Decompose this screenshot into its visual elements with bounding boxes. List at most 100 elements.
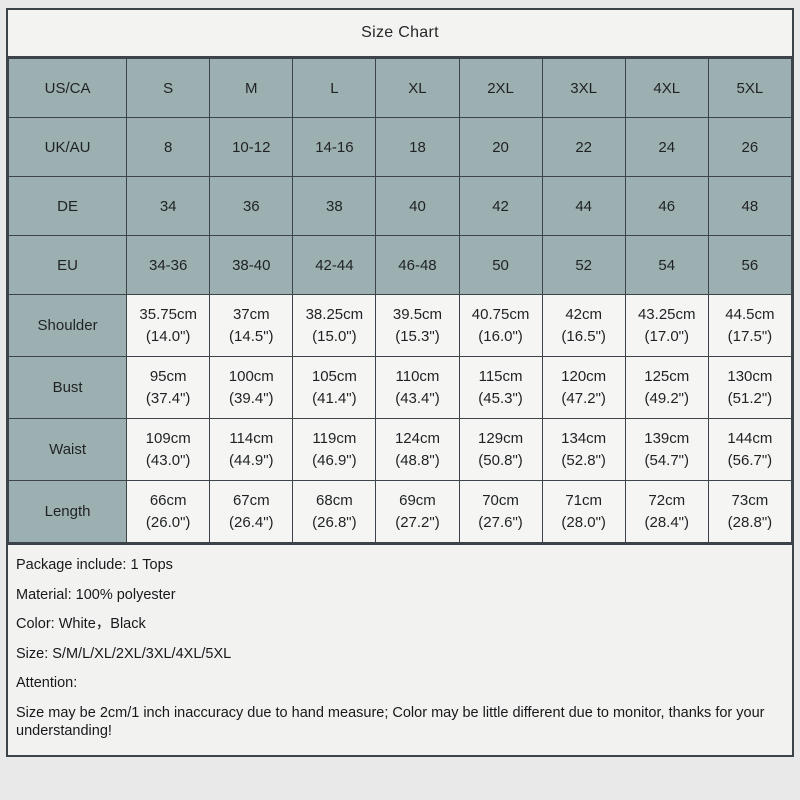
measurement-cm: 40.75cm (471, 306, 530, 324)
measurement-cm: 144cm (727, 430, 773, 448)
table-row: Bust 95cm (37.4") 100cm (39.4") 105cm (41.4") 1… (7, 356, 793, 419)
size-cell: 3XL (541, 58, 626, 118)
measurement-inch: (54.7") (644, 451, 689, 469)
size-cell: 44 (541, 176, 626, 236)
attention-text: Size may be 2cm/1 inch inaccuracy due to… (16, 704, 765, 740)
measurement-cell: 130cm (51.2") (707, 356, 793, 419)
size-cell: 52 (541, 235, 626, 295)
measurement-cell: 43.25cm (17.0") (624, 294, 709, 357)
color-line: Color: White，Black (16, 616, 146, 633)
measurement-inch: (28.0") (561, 513, 606, 531)
row-label: Length (7, 480, 128, 543)
measurement-cell: 109cm (43.0") (126, 418, 211, 481)
size-cell: 34-36 (126, 235, 211, 295)
measurement-inch: (56.7") (727, 451, 773, 469)
measurement-cell: 110cm (43.4") (375, 356, 460, 419)
measurement-cm: 124cm (394, 430, 440, 448)
measurement-cell: 73cm (28.8") (707, 480, 793, 543)
row-label: DE (7, 176, 128, 236)
measurement-inch: (51.2") (727, 389, 773, 407)
measurement-inch: (26.4") (229, 513, 274, 531)
measurement-cm: 72cm (648, 492, 686, 510)
size-chart-sheet: celmia Size Chart US/CASMLXL2XL3XL4XL5XL… (6, 8, 794, 757)
size-cell: 48 (707, 176, 793, 236)
size-cell: 46 (624, 176, 709, 236)
measurement-inch: (15.0") (312, 327, 357, 345)
measurement-inch: (26.0") (145, 513, 191, 531)
measurement-cm: 73cm (731, 492, 769, 510)
measurement-cm: 109cm (145, 430, 191, 448)
measurement-cm: 120cm (561, 368, 607, 386)
measurement-cm: 69cm (399, 492, 436, 510)
size-cell: 42 (458, 176, 543, 236)
measurement-cm: 134cm (561, 430, 607, 448)
measurement-cm: 43.25cm (637, 306, 696, 324)
row-label: EU (7, 235, 128, 295)
measurement-cell: 105cm (41.4") (292, 356, 377, 419)
table-row: Shoulder 35.75cm (14.0") 37cm (14.5") 38.25cm… (7, 294, 793, 357)
measurement-inch: (44.9") (229, 451, 274, 469)
size-cell: 8 (126, 117, 211, 177)
measurement-cm: 105cm (311, 368, 357, 386)
measurement-inch: (15.3") (395, 327, 440, 345)
table-row: US/CA S M L XL 2XL 3XL 4XL 5XL (7, 58, 793, 118)
measurement-inch: (27.2") (395, 513, 440, 531)
measurement-cm: 68cm (316, 492, 353, 510)
measurement-inch: (27.6") (478, 513, 523, 531)
size-cell: 36 (209, 176, 294, 236)
measurement-cell: 40.75cm (16.0") (458, 294, 543, 357)
row-label: Shoulder (7, 294, 128, 357)
size-cell: 14-16 (292, 117, 377, 177)
measurement-cm: 95cm (149, 368, 187, 386)
measurement-inch: (46.9") (312, 451, 357, 469)
measurement-cm: 44.5cm (725, 306, 775, 324)
size-cell: M (209, 58, 294, 118)
size-cell: L (292, 58, 377, 118)
size-cell: 54 (624, 235, 709, 295)
table-row: Waist 109cm (43.0") 114cm (44.9") 119cm (46.9"… (7, 418, 793, 481)
measurement-cell: 129cm (50.8") (458, 418, 543, 481)
row-label: Bust (7, 356, 128, 419)
measurement-inch: (43.4") (395, 389, 440, 407)
measurement-inch: (17.5") (727, 327, 773, 345)
size-cell: XL (375, 58, 460, 118)
size-cell: 38-40 (209, 235, 294, 295)
measurement-inch: (28.4") (644, 513, 689, 531)
measurement-cell: 66cm (26.0") (126, 480, 211, 543)
page-title: Size Chart (8, 10, 792, 58)
measurement-cell: 44.5cm (17.5") (707, 294, 793, 357)
measurement-cell: 119cm (46.9") (292, 418, 377, 481)
measurement-cm: 39.5cm (392, 306, 443, 324)
row-label: UK/AU (7, 117, 128, 177)
page-title-text: Size Chart (361, 24, 439, 41)
measurement-cm: 100cm (228, 368, 274, 386)
size-cell: 40 (375, 176, 460, 236)
measurement-cm: 37cm (232, 306, 270, 324)
size-cell: 4XL (624, 58, 709, 118)
measurement-inch: (48.8") (395, 451, 440, 469)
measurement-cm: 129cm (478, 430, 524, 448)
measurement-inch: (14.5") (229, 327, 274, 345)
measurement-inch: (50.8") (478, 451, 523, 469)
measurement-cell: 115cm (45.3") (458, 356, 543, 419)
measurement-inch: (26.8") (312, 513, 357, 531)
measurement-cm: 115cm (478, 368, 523, 386)
measurement-inch: (14.0") (145, 327, 191, 345)
measurement-cell: 37cm (14.5") (209, 294, 294, 357)
table-row: DE 34 36 38 40 42 44 46 48 (7, 176, 793, 236)
size-cell: 38 (292, 176, 377, 236)
size-cell: 24 (624, 117, 709, 177)
size-cell: 22 (541, 117, 626, 177)
measurement-cm: 114cm (229, 430, 274, 448)
measurement-cell: 144cm (56.7") (707, 418, 793, 481)
measurement-cell: 69cm (27.2") (375, 480, 460, 543)
size-cell: 26 (707, 117, 793, 177)
measurement-cell: 39.5cm (15.3") (375, 294, 460, 357)
measurement-cell: 125cm (49.2") (624, 356, 709, 419)
size-chart-table: US/CA S M L XL 2XL 3XL 4XL 5XL UK/AU 8 10-12 14-16 18… (7, 58, 793, 543)
measurement-cm: 71cm (565, 492, 602, 510)
measurement-cm: 119cm (312, 430, 357, 448)
measurement-inch: (28.8") (727, 513, 773, 531)
product-info-footer: Package include: 1 Tops Material: 100% p… (8, 543, 792, 755)
